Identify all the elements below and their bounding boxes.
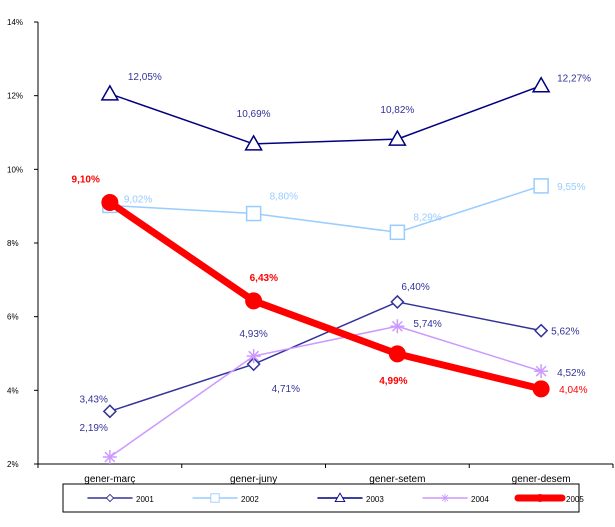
legend-swatch-marker [440, 493, 450, 503]
legend-label: 2002 [241, 495, 259, 504]
data-point-2004 [534, 364, 549, 379]
x-tick-label: gener-març [84, 474, 135, 485]
data-label-2003: 12,27% [557, 74, 591, 85]
legend-swatch-marker [536, 494, 544, 502]
data-point-2001 [246, 357, 261, 372]
data-label-2004: 2,19% [80, 423, 108, 434]
data-point-2001 [102, 404, 117, 419]
data-label-2004: 5,74% [413, 319, 441, 330]
y-tick-label: 12% [7, 92, 23, 101]
y-tick-label: 10% [7, 165, 23, 174]
data-label-2004: 4,93% [239, 329, 267, 340]
x-tick-label: gener-desem [512, 474, 571, 485]
data-labels: 3,43% 4,71% 6,40% 5,62% 9,02% 8,80% 8,29% 9,55%… [72, 72, 592, 434]
series-line-2001 [109, 301, 542, 413]
data-point-2004 [390, 319, 405, 334]
x-tick-label: gener-juny [230, 474, 277, 485]
data-point-2005 [245, 292, 263, 310]
legend-entry-2004: 2004 [422, 493, 489, 504]
data-label-2005: 4,04% [559, 385, 587, 396]
data-label-2001: 5,62% [551, 327, 579, 338]
series-line-2003 [109, 84, 542, 145]
data-point-2001 [390, 294, 405, 309]
legend-swatch-marker [334, 492, 346, 503]
legend: 2001 2002 2003 2004 2005 [62, 483, 584, 513]
legend-entry-2001: 2001 [87, 493, 154, 504]
data-label-2005: 4,99% [379, 376, 407, 387]
legend-label: 2003 [366, 495, 384, 504]
data-label-2003: 12,05% [128, 72, 162, 83]
y-tick-label: 14% [7, 18, 23, 27]
legend-swatch-marker [210, 493, 220, 503]
data-point-2003 [388, 129, 407, 146]
data-label-2001: 6,40% [401, 282, 429, 293]
y-tick-label: 2% [7, 460, 19, 469]
data-point-2004 [246, 349, 261, 364]
data-label-2003: 10,69% [237, 109, 271, 120]
series-line-2004 [109, 325, 542, 458]
data-point-2004 [102, 450, 117, 465]
data-point-2005 [101, 193, 119, 211]
data-point-2005 [388, 345, 406, 363]
y-tick-label: 4% [7, 386, 19, 395]
data-point-2002 [245, 205, 262, 222]
x-tick-label: gener-setem [369, 474, 425, 485]
data-label-2001: 3,43% [80, 394, 108, 405]
legend-entry-2005: 2005 [514, 494, 584, 504]
data-label-2002: 9,55% [557, 182, 585, 193]
legend-label: 2005 [566, 495, 584, 504]
data-label-2002: 9,02% [124, 194, 152, 205]
series-line-2005 [106, 198, 545, 393]
data-label-2002: 8,80% [270, 192, 298, 203]
data-point-2005 [532, 380, 550, 398]
data-label-2005: 9,10% [72, 174, 100, 185]
data-point-2003 [531, 76, 551, 93]
legend-swatch-marker [105, 493, 115, 503]
data-point-2002 [389, 224, 406, 241]
data-point-2002 [533, 178, 549, 194]
data-point-2003 [244, 134, 263, 151]
data-label-2001: 4,71% [272, 384, 300, 395]
series-line-2002 [109, 185, 542, 234]
y-tick-label: 6% [7, 313, 19, 322]
series-layer [100, 76, 551, 465]
axes: 2% 4% 6% 8% 10% 12% 14% gener-març gener-juny gen… [7, 18, 614, 485]
legend-entry-2003: 2003 [317, 492, 384, 504]
data-label-2004: 4,52% [557, 368, 585, 379]
y-tick-label: 8% [7, 239, 19, 248]
legend-label: 2001 [136, 495, 154, 504]
data-label-2003: 10,82% [380, 105, 414, 116]
data-point-2003 [100, 84, 120, 101]
data-label-2005: 6,43% [250, 273, 278, 284]
legend-label: 2004 [471, 495, 489, 504]
data-point-2001 [534, 323, 549, 338]
legend-entry-2002: 2002 [192, 493, 259, 504]
data-label-2002: 8,29% [413, 212, 441, 223]
